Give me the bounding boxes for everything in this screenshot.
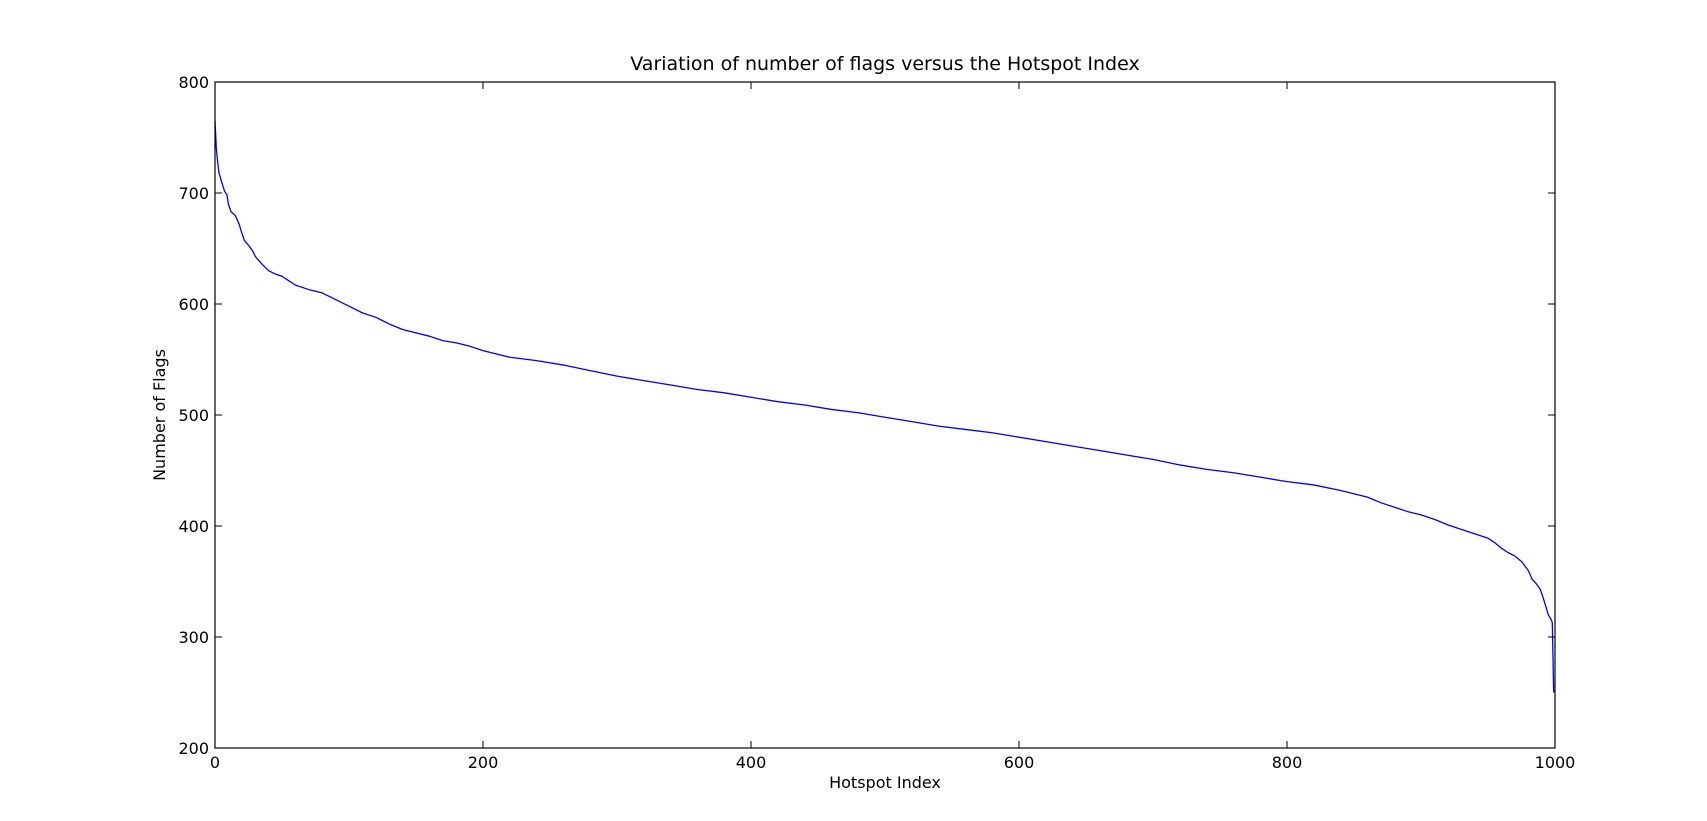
plot-area <box>215 82 1555 748</box>
data-layer <box>214 120 1555 693</box>
plot-background <box>215 82 1555 748</box>
y-tick-label: 200 <box>178 739 209 758</box>
y-tick-label: 400 <box>178 517 209 536</box>
y-tick-label: 300 <box>178 628 209 647</box>
x-tick-label: 200 <box>468 753 499 772</box>
x-tick-label: 400 <box>736 753 767 772</box>
y-tick-label: 500 <box>178 406 209 425</box>
y-axis-title: Number of Flags <box>150 349 169 481</box>
chart-title: Variation of number of flags versus the … <box>630 53 1139 75</box>
y-tick-label: 700 <box>178 184 209 203</box>
x-tick-label: 600 <box>1004 753 1035 772</box>
x-tick-label: 1000 <box>1535 753 1576 772</box>
y-tick-label: 600 <box>178 295 209 314</box>
series-line-1 <box>214 120 1555 693</box>
y-tick-label: 800 <box>178 73 209 92</box>
x-tick-label: 0 <box>210 753 220 772</box>
x-tick-label: 800 <box>1272 753 1303 772</box>
x-axis-title: Hotspot Index <box>829 773 941 792</box>
